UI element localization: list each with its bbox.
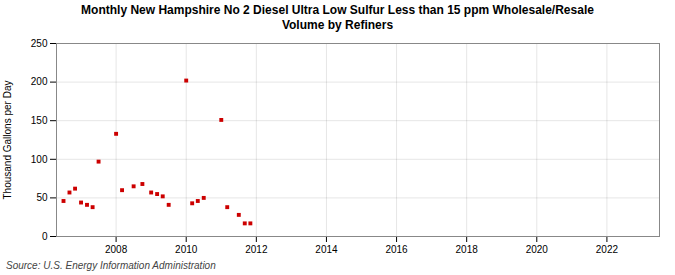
svg-text:2018: 2018 [456, 244, 479, 255]
html-text:Source: U.S. Energy Informatio: Source: U.S. Energy Information Administ… [6, 260, 216, 271]
svg-text:250: 250 [31, 38, 48, 49]
svg-text:2008: 2008 [105, 244, 128, 255]
svg-text:2012: 2012 [245, 244, 268, 255]
svg-text:2022: 2022 [596, 244, 619, 255]
svg-text:2010: 2010 [175, 244, 198, 255]
html-text:Monthly New Hampshire No 2 Die: Monthly New Hampshire No 2 Diesel Ultra … [81, 3, 594, 32]
svg-text:2016: 2016 [385, 244, 408, 255]
svg-text:2014: 2014 [315, 244, 338, 255]
svg-text:50: 50 [36, 192, 48, 203]
svg-text:Thousand Gallons per Day: Thousand Gallons per Day [2, 81, 13, 200]
svg-text:200: 200 [31, 76, 48, 87]
svg-text:0: 0 [42, 231, 48, 242]
svg-text:2020: 2020 [526, 244, 549, 255]
svg-text:100: 100 [31, 154, 48, 165]
svg-text:150: 150 [31, 115, 48, 126]
